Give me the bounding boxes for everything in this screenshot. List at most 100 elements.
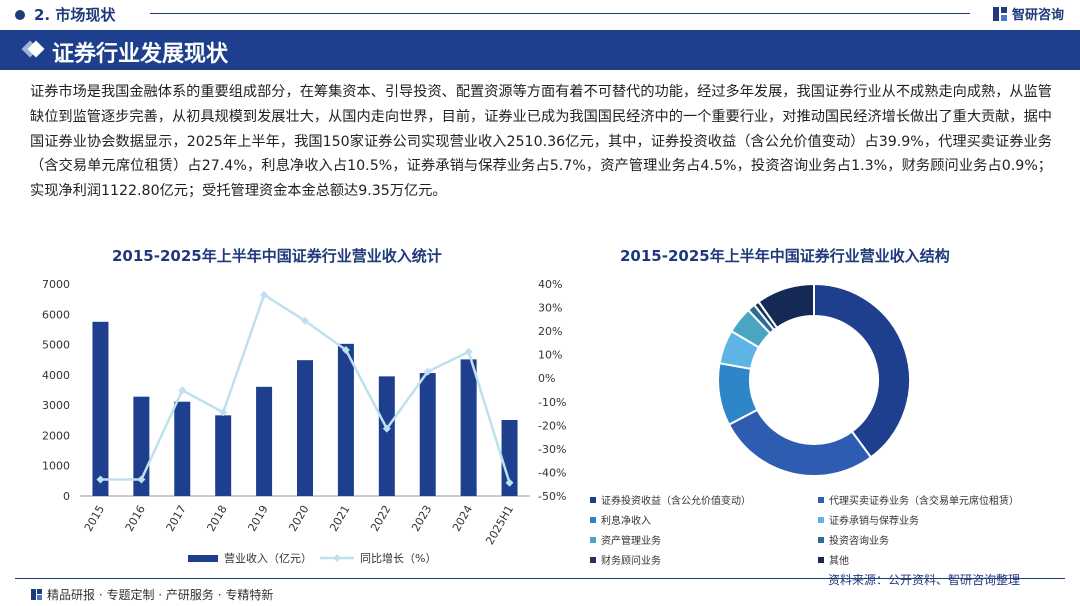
- x-axis-tick: 2021: [327, 503, 352, 534]
- donut-legend-item: 投资咨询业务: [818, 532, 1060, 547]
- legend-swatch: [590, 556, 596, 563]
- brand-name: 智研咨询: [1012, 8, 1065, 23]
- growth-point: [423, 367, 432, 376]
- legend-label: 证券承销与保荐业务: [829, 516, 919, 527]
- legend-marker-line: [333, 554, 341, 562]
- left-axis-tick: 2000: [42, 429, 70, 442]
- legend-label: 代理买卖证券业务（含交易单元席位租赁）: [829, 496, 1019, 507]
- x-axis-tick: 2018: [205, 503, 230, 534]
- revenue-bar: [297, 360, 313, 496]
- right-axis-tick: -10%: [538, 396, 566, 409]
- legend-label-bar: 营业收入（亿元）: [224, 551, 312, 565]
- growth-point: [178, 386, 187, 395]
- revenue-structure-donut: [717, 282, 911, 477]
- revenue-bar: [92, 321, 109, 496]
- right-axis-tick: -50%: [538, 490, 566, 503]
- revenue-bar: [460, 359, 477, 496]
- donut-slice: [813, 282, 911, 459]
- donut-legend-item: 证券投资收益（含公允价值变动）: [590, 492, 818, 507]
- growth-point: [260, 290, 269, 299]
- intro-paragraph: 证券市场是我国金融体系的重要组成部分，在筹集资本、引导投资、配置资源等方面有着不…: [30, 84, 1052, 200]
- donut-legend-item: 其他: [818, 552, 1060, 567]
- donut-slice: [727, 408, 873, 477]
- left-axis-tick: 4000: [42, 369, 70, 382]
- donut-legend-item: 利息净收入: [590, 512, 818, 527]
- left-axis-tick: 6000: [42, 308, 70, 321]
- growth-point: [219, 408, 228, 417]
- right-axis-tick: 10%: [538, 349, 562, 362]
- left-axis-tick: 5000: [42, 339, 70, 352]
- header-divider: [150, 13, 970, 14]
- revenue-bar: [378, 376, 395, 496]
- donut-chart-title: 2015-2025年上半年中国证券行业营业收入结构: [620, 247, 950, 265]
- donut-slice: [757, 282, 815, 330]
- section-title: 2. 市场现状: [34, 6, 116, 24]
- brand: 智研咨询: [992, 4, 1064, 23]
- growth-point: [341, 345, 350, 354]
- growth-point: [137, 475, 146, 484]
- legend-label: 利息净收入: [601, 516, 651, 527]
- left-axis-tick: 1000: [42, 460, 70, 473]
- legend-label: 资产管理业务: [601, 536, 661, 547]
- growth-point: [464, 347, 473, 356]
- title-banner: [0, 30, 1080, 70]
- right-axis-tick: 0%: [538, 372, 555, 385]
- legend-swatch: [590, 496, 596, 503]
- x-axis-tick: 2016: [123, 503, 148, 534]
- revenue-bar: [174, 401, 191, 496]
- footer-logo-icon: [31, 589, 42, 600]
- x-axis-tick: 2023: [409, 503, 434, 534]
- revenue-bar: [337, 343, 354, 496]
- left-axis-tick: 0: [63, 490, 70, 503]
- legend-label-line: 同比增长（%）: [360, 551, 436, 565]
- legend-swatch-bar: [188, 555, 218, 562]
- x-axis-tick: 2019: [245, 503, 270, 534]
- growth-point: [301, 316, 309, 325]
- donut-legend-item: 代理买卖证券业务（含交易单元席位租赁）: [818, 492, 1060, 507]
- legend-swatch: [590, 536, 596, 543]
- data-source: 资料来源：公开资料、智研咨询整理: [828, 573, 1021, 587]
- growth-point: [505, 478, 514, 487]
- x-axis-tick: 2022: [368, 503, 393, 534]
- brand-logo-icon: [993, 6, 1007, 21]
- left-axis-tick: 3000: [42, 399, 70, 412]
- legend-label: 证券投资收益（含公允价值变动）: [601, 496, 751, 507]
- legend-swatch: [818, 516, 824, 523]
- donut-legend-item: 证券承销与保荐业务: [818, 512, 1060, 527]
- right-axis-tick: -30%: [538, 443, 566, 456]
- revenue-bar-line-chart: 0 1000 2000 3000 4000 5000 6000 7000 -50% -40% -30…: [42, 278, 566, 565]
- revenue-bar: [419, 373, 436, 496]
- legend-swatch: [590, 516, 596, 523]
- right-axis-tick: 20%: [538, 325, 562, 338]
- right-axis-tick: -40%: [538, 466, 566, 479]
- footer-text: 精品研报 · 专题定制 · 产研服务 · 专精特新: [47, 588, 274, 602]
- growth-point: [96, 475, 105, 484]
- legend-swatch: [818, 496, 824, 503]
- legend-label: 投资咨询业务: [829, 536, 889, 547]
- revenue-bar: [215, 415, 232, 496]
- x-axis-tick: 2015: [82, 503, 107, 534]
- revenue-bar: [256, 386, 273, 496]
- right-axis-tick: -20%: [538, 419, 566, 432]
- x-axis-tick: 2024: [450, 503, 475, 534]
- legend-label: 财务顾问业务: [601, 556, 661, 567]
- right-axis-tick: 30%: [538, 302, 562, 315]
- revenue-bar: [501, 419, 518, 496]
- page-title: 证券行业发展现状: [52, 42, 229, 67]
- bar-chart-title: 2015-2025年上半年中国证券行业营业收入统计: [112, 247, 442, 265]
- x-axis-tick: 2025H1: [483, 503, 516, 547]
- x-axis-tick: 2017: [164, 503, 189, 534]
- growth-point: [382, 424, 391, 433]
- legend-swatch: [818, 556, 824, 563]
- donut-legend-item: 财务顾问业务: [590, 552, 818, 567]
- footer-tagline: 精品研报 · 专题定制 · 产研服务 · 专精特新: [30, 586, 273, 603]
- legend-swatch: [818, 536, 824, 543]
- section-bullet: [15, 10, 25, 20]
- left-axis-tick: 7000: [42, 278, 70, 291]
- donut-legend-item: 资产管理业务: [590, 532, 818, 547]
- donut-legend: 证券投资收益（含公允价值变动） 代理买卖证券业务（含交易单元席位租赁） 利息净收入 证…: [590, 492, 1060, 567]
- footer-divider: [15, 578, 1065, 579]
- legend-label: 其他: [829, 556, 849, 567]
- x-axis-tick: 2020: [286, 503, 311, 534]
- right-axis-tick: 40%: [538, 278, 562, 291]
